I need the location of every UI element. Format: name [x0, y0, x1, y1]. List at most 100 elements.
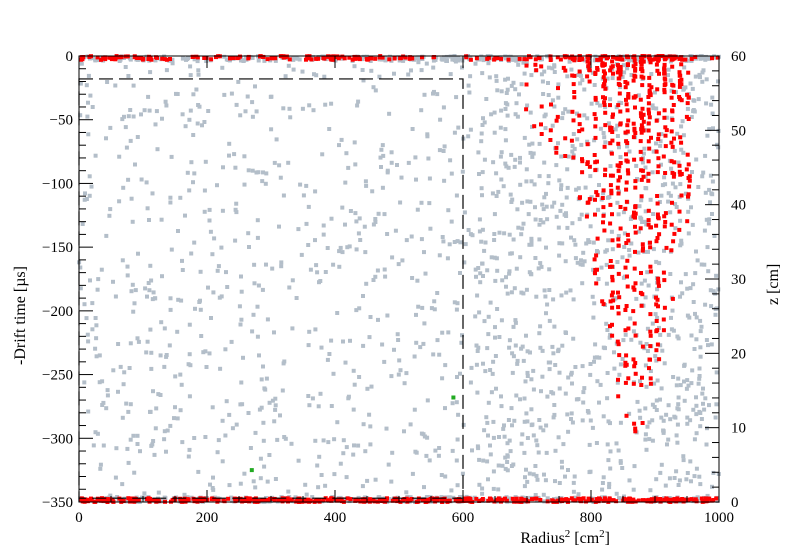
grey-point: [560, 116, 565, 121]
grey-point: [522, 135, 527, 140]
grey-point: [291, 67, 296, 72]
red-point: [138, 56, 143, 60]
red-point: [672, 231, 677, 236]
red-point: [571, 118, 576, 123]
grey-point: [572, 474, 577, 479]
grey-point: [104, 136, 108, 141]
grey-point: [529, 377, 534, 382]
grey-point: [273, 477, 278, 481]
grey-point: [562, 212, 567, 217]
grey-point: [154, 109, 159, 114]
grey-point: [601, 475, 606, 480]
red-point: [276, 498, 281, 503]
grey-point: [702, 228, 707, 233]
grey-point: [175, 329, 180, 334]
grey-point: [475, 444, 480, 449]
grey-point: [126, 460, 131, 465]
red-point: [646, 222, 651, 227]
grey-point: [510, 351, 515, 356]
grey-point: [314, 263, 319, 268]
red-point: [670, 170, 675, 175]
grey-point: [531, 151, 536, 156]
grey-point: [585, 409, 590, 413]
red-point: [669, 222, 674, 227]
grey-point: [518, 255, 523, 260]
grey-point: [552, 324, 557, 329]
red-point: [670, 64, 675, 69]
grey-point: [618, 85, 623, 90]
grey-point: [669, 88, 674, 93]
red-point: [610, 333, 615, 338]
red-point: [261, 55, 266, 59]
grey-point: [376, 211, 381, 216]
red-point: [626, 95, 631, 100]
grey-point: [537, 237, 542, 242]
grey-point: [557, 178, 562, 183]
grey-point: [211, 290, 216, 295]
grey-point: [676, 160, 681, 165]
grey-point: [481, 57, 486, 62]
grey-point: [642, 278, 647, 283]
grey-point: [492, 130, 497, 135]
grey-point: [116, 389, 120, 394]
grey-point: [506, 418, 511, 422]
grey-point: [313, 189, 318, 194]
grey-point: [357, 306, 362, 311]
grey-point: [325, 357, 330, 362]
red-point: [608, 141, 613, 146]
grey-point: [486, 433, 490, 438]
grey-point: [553, 448, 558, 453]
grey-point: [248, 446, 253, 450]
red-point: [624, 497, 629, 502]
grey-point: [538, 345, 543, 350]
grey-point: [180, 268, 185, 272]
grey-point: [254, 109, 259, 114]
grey-point: [546, 174, 551, 179]
red-point: [222, 499, 227, 504]
grey-point: [239, 289, 244, 294]
grey-point: [449, 495, 453, 500]
grey-point: [438, 117, 443, 122]
grey-point: [645, 326, 650, 331]
grey-point: [90, 301, 95, 306]
grey-point: [530, 124, 534, 129]
red-point: [601, 69, 606, 74]
grey-point: [477, 229, 482, 234]
grey-point: [499, 404, 504, 409]
red-point: [648, 60, 653, 65]
grey-point: [331, 262, 336, 267]
grey-point: [556, 82, 561, 87]
grey-point: [491, 160, 496, 165]
red-point: [524, 107, 529, 112]
grey-point: [253, 84, 257, 89]
grey-point: [537, 141, 542, 146]
grey-point: [615, 134, 620, 138]
red-point: [608, 68, 613, 73]
red-point: [655, 170, 660, 175]
grey-point: [397, 58, 402, 63]
grey-point: [145, 339, 150, 344]
red-point: [685, 497, 690, 502]
red-point: [632, 74, 637, 79]
red-point: [193, 497, 198, 502]
red-point: [633, 68, 638, 73]
grey-point: [396, 372, 401, 377]
red-point: [654, 239, 659, 244]
red-point: [615, 339, 620, 344]
grey-point: [550, 66, 555, 71]
grey-point: [238, 322, 243, 327]
red-point: [641, 112, 646, 117]
red-point: [339, 499, 344, 504]
grey-point: [559, 183, 564, 188]
grey-point: [674, 469, 679, 474]
grey-point: [136, 251, 140, 256]
grey-point: [578, 81, 583, 86]
red-point: [624, 304, 629, 308]
grey-point: [491, 469, 496, 474]
grey-point: [708, 288, 713, 293]
grey-point: [149, 350, 154, 355]
grey-point: [550, 344, 555, 349]
grey-point: [409, 234, 414, 239]
grey-point: [503, 161, 508, 166]
grey-point: [90, 327, 95, 332]
